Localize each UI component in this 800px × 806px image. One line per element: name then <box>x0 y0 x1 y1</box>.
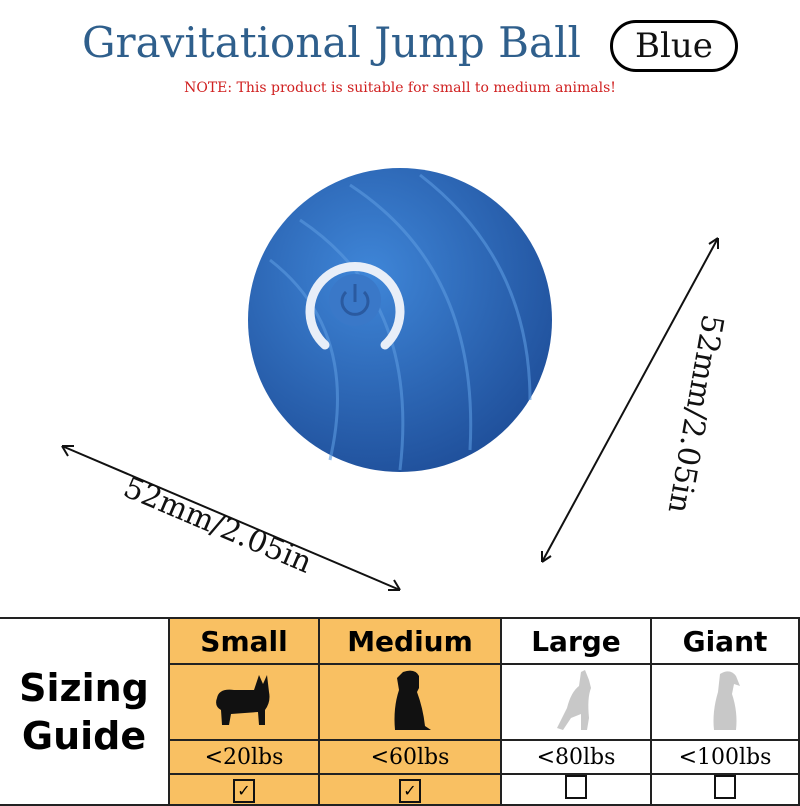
dog-giant-icon <box>650 663 800 741</box>
checkbox-checked-icon: ✓ <box>399 778 421 803</box>
color-badge: Blue <box>610 20 738 72</box>
corgi-icon <box>168 663 320 741</box>
size-small-header: Small <box>168 617 320 665</box>
dimension-arrow-width <box>61 445 401 591</box>
check-giant <box>650 773 800 806</box>
checkbox-checked-icon: ✓ <box>233 778 255 803</box>
checkbox-empty-icon <box>565 775 587 799</box>
weight-giant: <100lbs <box>650 739 800 775</box>
weight-large: <80lbs <box>500 739 652 775</box>
size-giant-header: Giant <box>650 617 800 665</box>
check-large <box>500 773 652 806</box>
size-large-header: Large <box>500 617 652 665</box>
note-text: NOTE: This product is suitable for small… <box>184 80 616 96</box>
weight-small: <20lbs <box>168 739 320 775</box>
check-medium: ✓ <box>318 773 502 806</box>
power-ring <box>305 262 405 350</box>
page-title: Gravitational Jump Ball <box>82 18 581 67</box>
dog-medium-icon <box>318 663 502 741</box>
dimension-arrow-height <box>541 237 719 563</box>
sizing-guide-table: Sizing Guide Small Medium Large Giant <20… <box>0 617 800 806</box>
dog-large-icon <box>500 663 652 741</box>
sizing-guide-label: Sizing Guide <box>0 617 170 806</box>
size-medium-header: Medium <box>318 617 502 665</box>
weight-medium: <60lbs <box>318 739 502 775</box>
checkbox-empty-icon <box>714 775 736 799</box>
label-line1: Sizing <box>19 665 149 710</box>
product-ball-image <box>61 168 719 591</box>
check-small: ✓ <box>168 773 320 806</box>
label-line2: Guide <box>21 713 147 758</box>
